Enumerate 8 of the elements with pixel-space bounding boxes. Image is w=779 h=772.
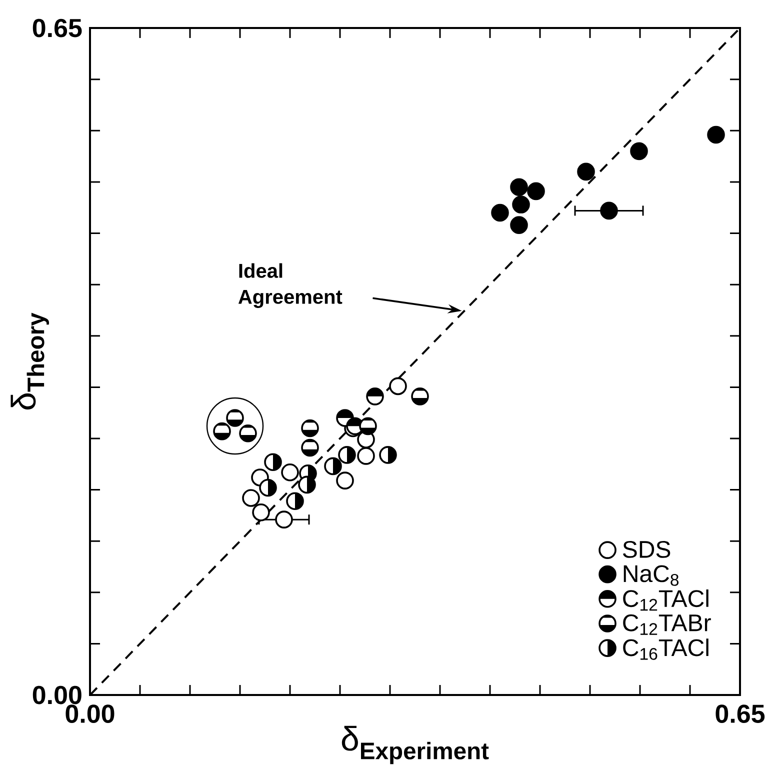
y-axis-title: $\text{δ}_{\textbf{Theory}}$	[10, 312, 49, 410]
legend-label: C$_{16}$TACl	[623, 638, 708, 660]
annotation: Ideal Agreement	[238, 263, 342, 308]
legend-label: C$_{12}$TACl	[623, 589, 708, 611]
legend-label: SDS	[622, 540, 670, 558]
legend-label: NaC$_{8}$	[624, 565, 679, 586]
x-axis-title: $\text{δ}_{\textbf{Experiment}}$	[342, 726, 489, 764]
legend-label: C$_{12}$TABr	[623, 614, 711, 635]
